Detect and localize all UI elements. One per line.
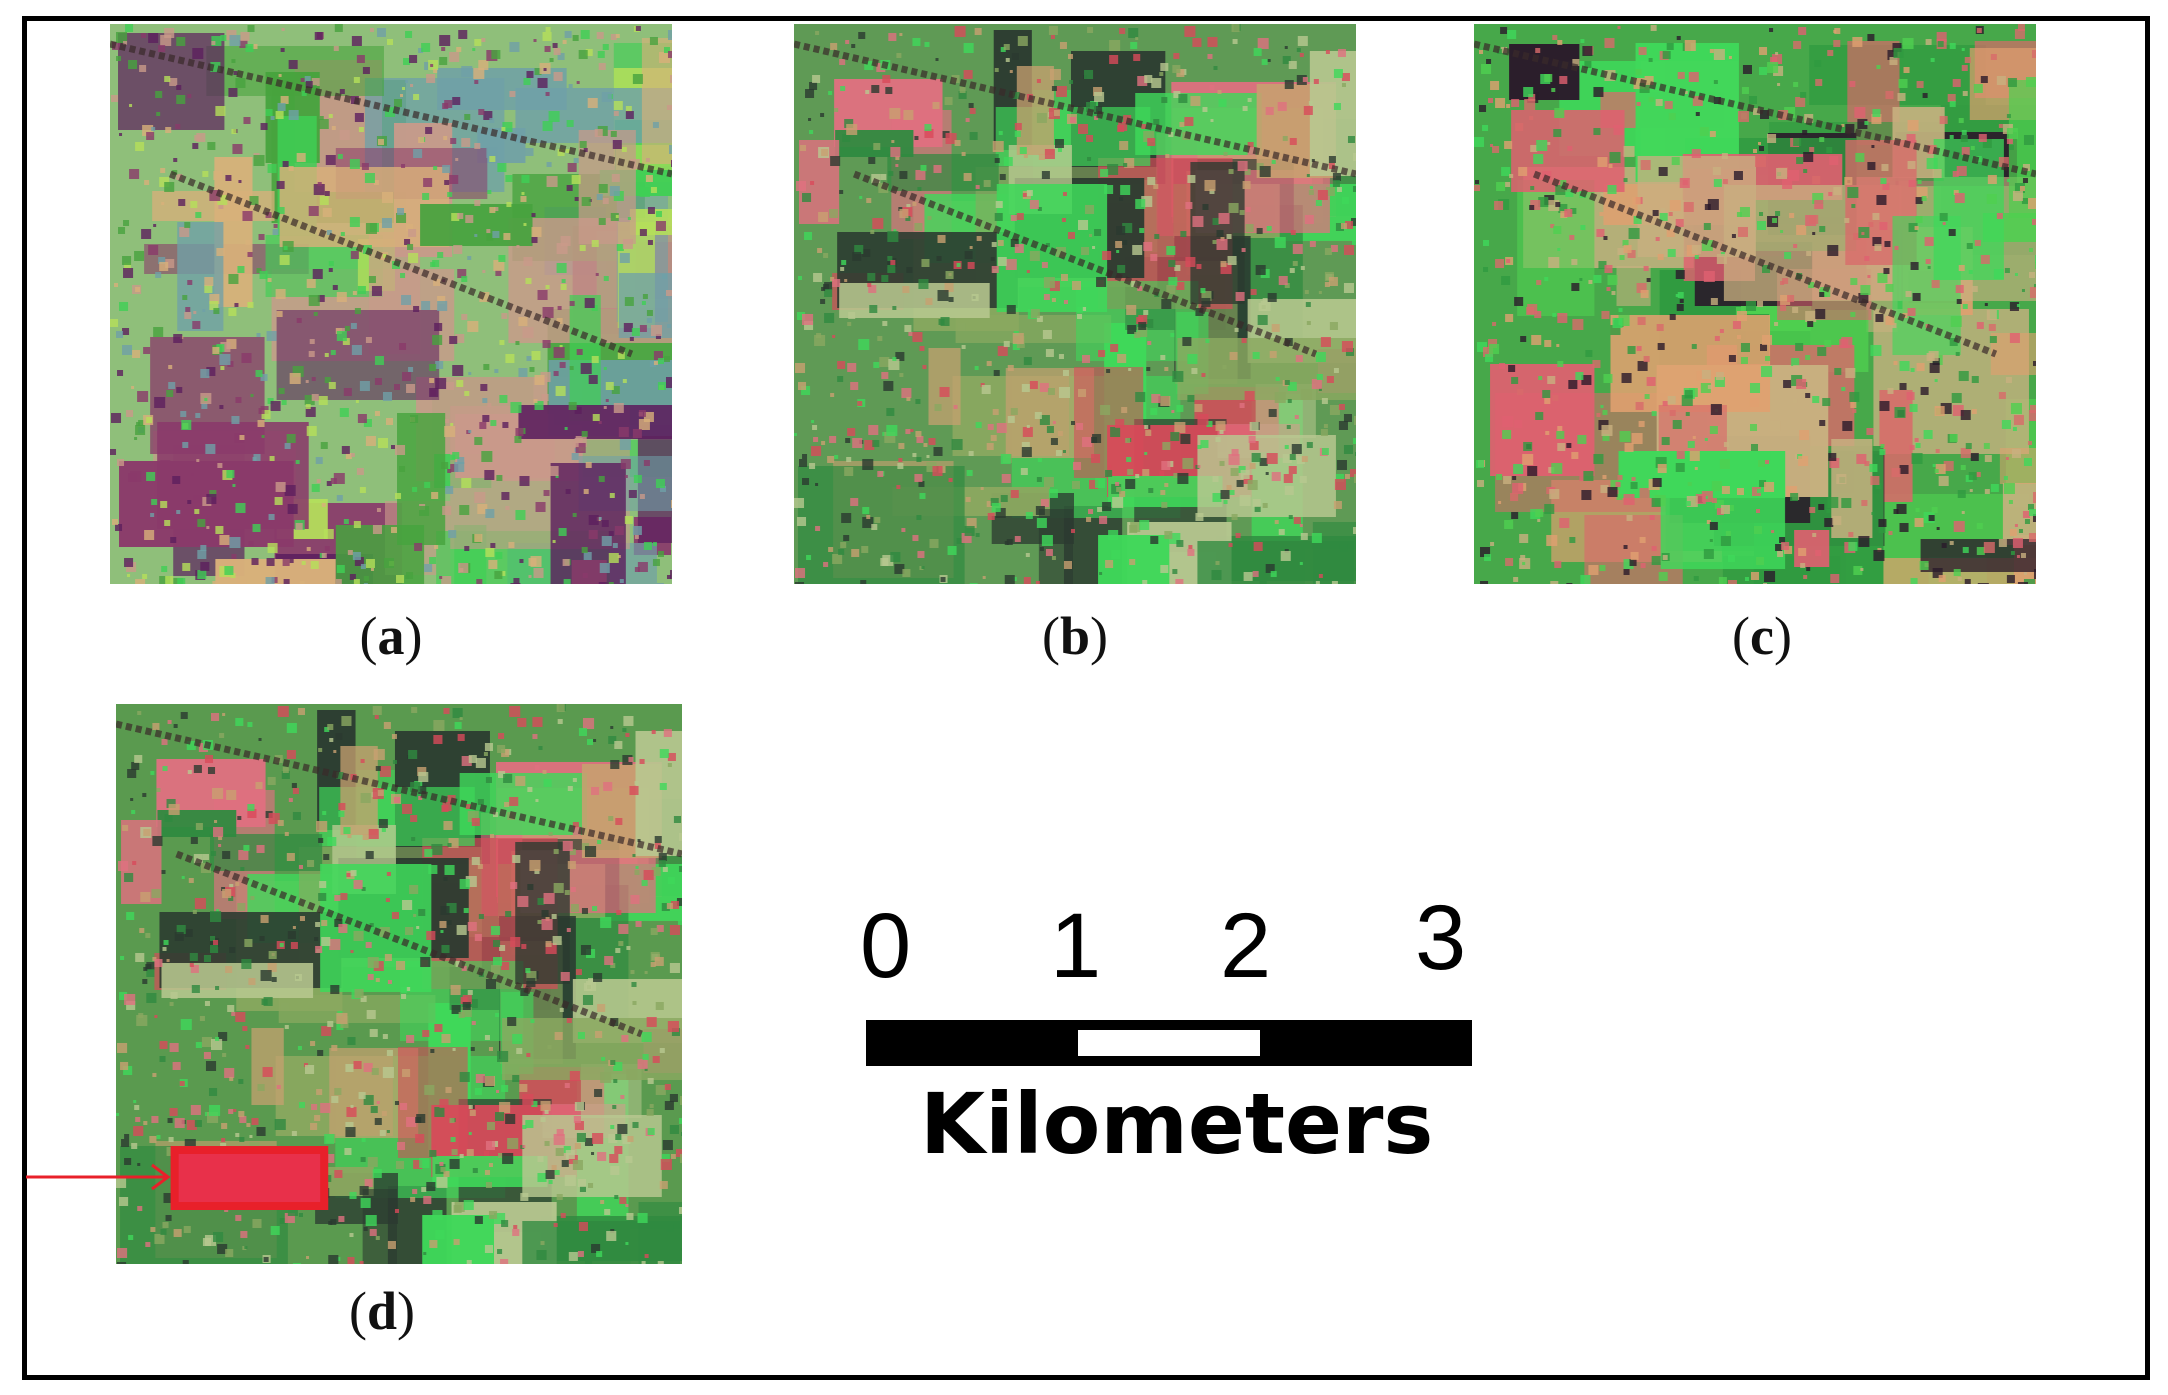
scale-bar: 0 1 2 3 Kilometers (860, 892, 1480, 1200)
scale-tick-1: 1 (1050, 895, 1102, 997)
map-image (794, 24, 1356, 584)
map-image (110, 24, 672, 584)
highlight-arrow (26, 1163, 171, 1191)
map-panel-b (794, 24, 1356, 584)
map-panel-a (110, 24, 672, 584)
scale-tick-0: 0 (860, 895, 912, 997)
highlight-box (170, 1146, 329, 1210)
map-panel-d (116, 704, 682, 1264)
panel-label-b: (b) (1041, 606, 1108, 666)
scale-unit-label: Kilometers (920, 1075, 1434, 1173)
map-panel-c (1474, 24, 2036, 584)
map-image (1474, 24, 2036, 584)
scale-bar-segments (866, 1020, 1472, 1066)
panel-label-c: (c) (1732, 606, 1792, 666)
panel-label-a: (a) (359, 606, 423, 666)
scale-tick-2: 2 (1220, 895, 1272, 997)
panel-label-d: (d) (348, 1281, 415, 1341)
scale-tick-3: 3 (1415, 887, 1467, 989)
map-image (116, 704, 682, 1264)
